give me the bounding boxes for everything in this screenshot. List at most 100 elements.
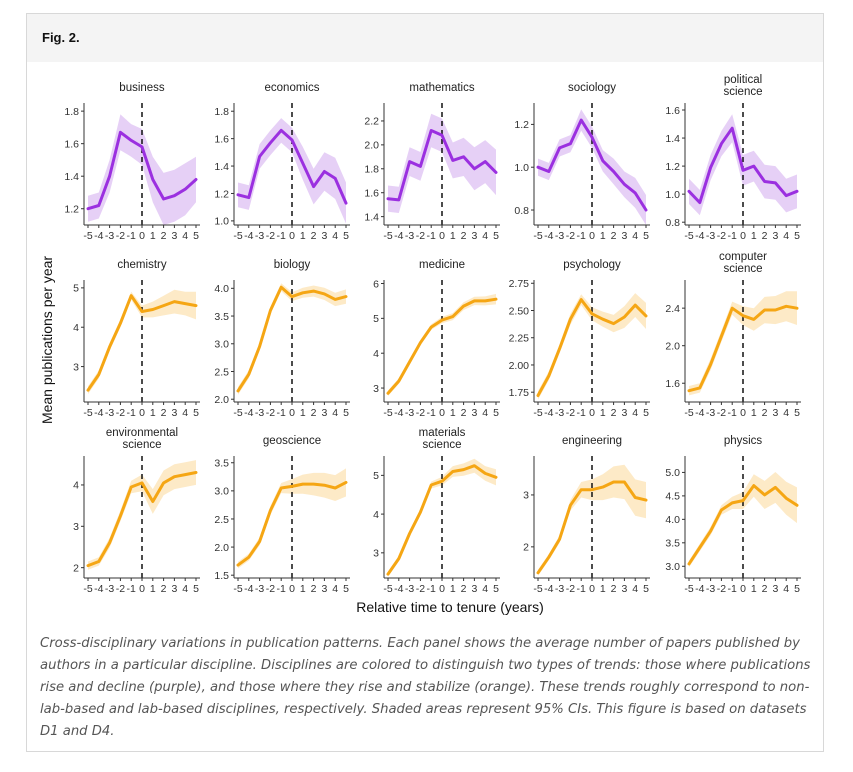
y-tick-label: 1.6 — [364, 188, 379, 200]
x-tick-label: -2 — [416, 230, 425, 242]
x-tick-label: 3 — [321, 407, 327, 419]
ci-band — [689, 472, 797, 568]
x-tick-label: -5 — [383, 230, 392, 242]
x-tick-label: 5 — [493, 407, 499, 419]
ci-band — [238, 118, 346, 224]
y-tick-label: 3 — [73, 521, 79, 533]
x-tick-label: 5 — [193, 230, 199, 242]
panel-physics: physics 3.0 3.5 4.0 4.5 5.0 -5 -4 -3 -2 -1 0 1 2 3 4 5 — [665, 435, 801, 595]
panel-title: science — [123, 439, 162, 451]
y-tick-label: 3.0 — [214, 339, 229, 351]
x-tick-label: 0 — [439, 230, 445, 242]
y-tick-label: 3 — [373, 383, 379, 395]
panel-economics: economics 1.0 1.2 1.4 1.6 1.8 -5 -4 -3 -2 -1 0 1 2 3 4 5 — [214, 82, 350, 242]
series-line — [86, 471, 198, 568]
y-tick-label: 1.8 — [364, 164, 379, 176]
ci-band — [88, 460, 196, 570]
x-tick-label: -3 — [405, 583, 414, 595]
y-tick-label: 3 — [373, 548, 379, 560]
figure-label: Fig. 2. — [42, 30, 80, 45]
y-tick-label: 2.0 — [214, 542, 229, 554]
x-tick-label: 3 — [772, 583, 778, 595]
x-tick-label: -5 — [233, 230, 242, 242]
panel-sociology: sociology 0.8 1.0 1.2 -5 -4 -3 -2 -1 0 1 2 3 4 5 — [514, 82, 650, 242]
x-tick-label: -1 — [277, 583, 286, 595]
y-tick-label: 4.0 — [214, 283, 229, 295]
y-tick-label: 3.0 — [665, 561, 680, 573]
x-tick-label: -3 — [706, 583, 715, 595]
panel-business: business 1.2 1.4 1.6 1.8 -5 -4 -3 -2 -1 0 1 2 3 4 5 — [64, 82, 200, 242]
x-tick-label: 3 — [171, 583, 177, 595]
x-tick-label: 2 — [161, 230, 167, 242]
y-tick-label: 2.00 — [509, 360, 530, 372]
x-tick-label: 5 — [794, 407, 800, 419]
x-tick-label: 0 — [289, 583, 295, 595]
ci-band — [538, 464, 646, 576]
x-tick-label: 1 — [150, 407, 156, 419]
x-tick-label: 2 — [611, 407, 617, 419]
x-tick-label: -1 — [728, 583, 737, 595]
y-tick-label: 4 — [73, 322, 79, 334]
y-tick-label: 1.4 — [665, 133, 680, 145]
x-tick-label: -4 — [94, 583, 103, 595]
y-tick-label: 2.2 — [364, 116, 379, 128]
x-tick-label: 0 — [589, 230, 595, 242]
x-tick-label: 0 — [139, 407, 145, 419]
x-tick-label: -4 — [695, 407, 704, 419]
panel-title: psychology — [563, 259, 621, 271]
x-tick-label: 4 — [482, 583, 488, 595]
y-tick-label: 5.0 — [665, 467, 680, 479]
series-line — [687, 304, 799, 393]
y-tick-label: 6 — [373, 278, 379, 290]
x-tick-label: 1 — [600, 407, 606, 419]
y-tick-label: 2.5 — [214, 514, 229, 526]
x-tick-label: 4 — [632, 230, 638, 242]
x-tick-label: -4 — [244, 407, 253, 419]
x-tick-label: 2 — [611, 583, 617, 595]
series-line — [386, 297, 498, 395]
x-tick-label: 4 — [182, 407, 188, 419]
y-tick-label: 4 — [373, 509, 379, 521]
y-tick-label: 0.8 — [514, 205, 529, 217]
x-tick-label: 4 — [632, 583, 638, 595]
x-tick-label: -5 — [233, 407, 242, 419]
y-tick-label: 1.6 — [214, 133, 229, 145]
x-tick-label: 5 — [794, 583, 800, 595]
x-tick-label: -4 — [244, 583, 253, 595]
figure-header: Fig. 2. — [27, 14, 823, 62]
x-tick-label: 4 — [182, 583, 188, 595]
x-tick-label: -4 — [394, 407, 403, 419]
y-tick-label: 5 — [373, 470, 379, 482]
x-tick-label: 4 — [332, 230, 338, 242]
panel-title: mathematics — [409, 82, 474, 94]
x-tick-label: -3 — [255, 407, 264, 419]
x-tick-label: 2 — [461, 407, 467, 419]
y-axis-label: Mean publications per year — [39, 256, 55, 424]
series-line — [536, 298, 648, 397]
y-tick-label: 2.5 — [214, 366, 229, 378]
y-tick-label: 0.8 — [665, 217, 680, 229]
x-tick-label: -1 — [728, 407, 737, 419]
y-tick-label: 2.4 — [665, 303, 680, 315]
x-tick-label: 4 — [332, 407, 338, 419]
x-tick-label: -5 — [684, 230, 693, 242]
x-tick-label: 3 — [321, 230, 327, 242]
y-tick-label: 2.50 — [509, 305, 530, 317]
x-tick-label: 4 — [482, 407, 488, 419]
panel-title: science — [724, 86, 763, 98]
x-tick-label: 2 — [311, 407, 317, 419]
x-tick-label: -1 — [577, 230, 586, 242]
x-tick-label: -2 — [116, 230, 125, 242]
panel-title: geoscience — [263, 435, 321, 447]
x-tick-label: 1 — [300, 407, 306, 419]
x-tick-label: -2 — [717, 583, 726, 595]
series-line — [687, 484, 799, 566]
y-tick-label: 3.5 — [214, 458, 229, 470]
x-tick-label: 5 — [643, 230, 649, 242]
x-tick-label: -4 — [544, 230, 553, 242]
x-tick-label: -4 — [94, 407, 103, 419]
x-tick-label: -4 — [695, 583, 704, 595]
